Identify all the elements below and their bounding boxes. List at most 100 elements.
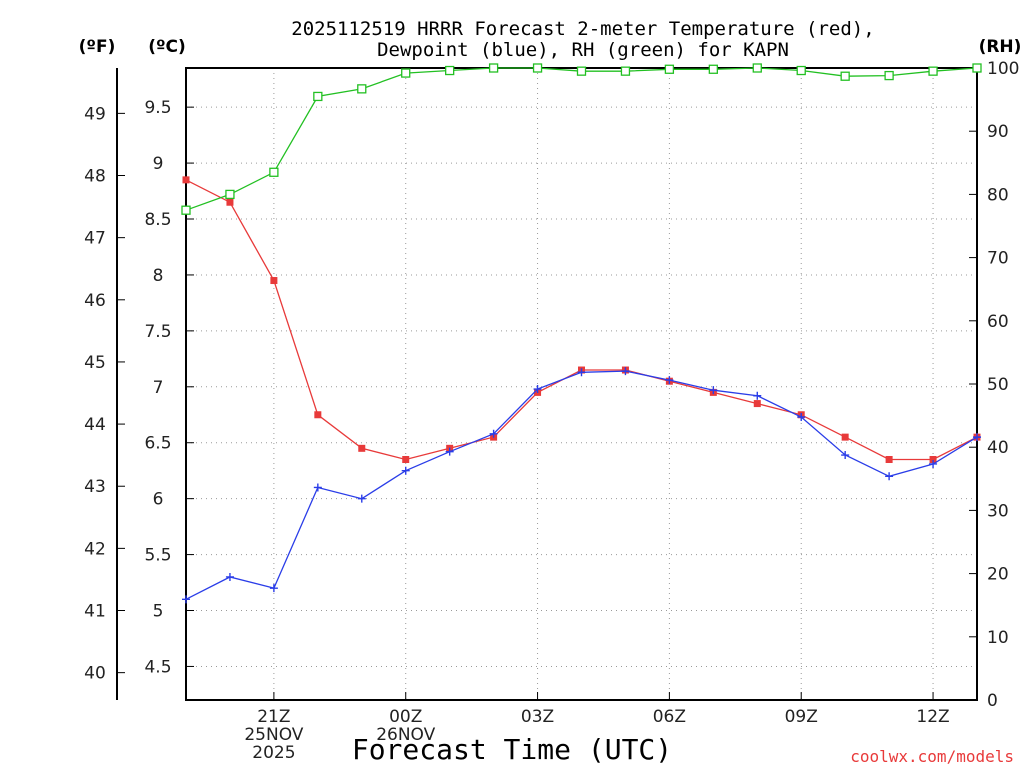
rh-tick-label: 60 (987, 312, 1009, 332)
dewpoint-point (753, 391, 762, 400)
x-tick-label: 09Z (785, 707, 818, 727)
fahrenheit-tick-label: 44 (84, 415, 106, 435)
temperature-point (226, 198, 234, 206)
rh-point (620, 66, 631, 76)
rh-point (708, 64, 718, 74)
dewpoint-point (182, 595, 190, 604)
dewpoint-point (841, 451, 850, 460)
rh-tick-label: 20 (987, 565, 1009, 585)
rh-tick-label: 90 (987, 122, 1009, 142)
rh-point (796, 65, 806, 76)
dewpoint-point (533, 385, 542, 394)
temperature-point (402, 456, 410, 464)
rh-tick-label: 70 (987, 249, 1009, 269)
rh-tick-label: 0 (987, 691, 998, 711)
fahrenheit-tick-label: 46 (84, 291, 106, 311)
grid-lines (186, 68, 977, 700)
chart-title-line-2: Dewpoint (blue), RH (green) for KAPN (377, 39, 789, 61)
dewpoint-point (577, 368, 586, 377)
credit-link[interactable]: coolwx.com/models (850, 747, 1014, 766)
temperature-point (753, 400, 761, 408)
x-tick-label: 06Z (653, 707, 686, 727)
dewpoint-point (797, 412, 806, 421)
rh-point (357, 84, 367, 94)
temperature-point (885, 456, 893, 464)
rh-tick-label: 100 (987, 59, 1019, 79)
fahrenheit-tick-label: 41 (84, 602, 106, 622)
rh-unit-label: (RH) (979, 37, 1022, 57)
celsius-tick-label: 8 (153, 266, 164, 286)
fahrenheit-tick-label: 48 (84, 167, 106, 187)
dewpoint-point (269, 584, 278, 593)
rh-point (664, 64, 675, 74)
celsius-tick-label: 4.5 (144, 657, 171, 677)
temperature-line (185, 179, 978, 461)
tick-labels: 4.5 5 5.5 6 6.5 7 7.5 8 8.5 9 9.5 40 41 42 43 44 45 46 47 4… (84, 59, 1019, 763)
dewpoint-point (445, 447, 454, 456)
dewpoint-point (357, 494, 366, 503)
temperature-point (358, 444, 366, 452)
dewpoint-point (929, 459, 938, 468)
x-tick-label: 00Z (389, 707, 422, 727)
celsius-tick-label: 9 (153, 154, 164, 174)
rh-point (313, 91, 323, 102)
celsius-tick-label: 5 (153, 602, 164, 622)
rh-tick-label: 10 (987, 628, 1009, 648)
x-tick-label: 25NOV (244, 725, 303, 745)
rh-point (576, 66, 587, 76)
rh-point (445, 65, 455, 76)
celsius-unit-label: (ºC) (148, 37, 186, 57)
fahrenheit-tick-label: 43 (84, 477, 106, 497)
x-tick-label: 2025 (252, 743, 295, 763)
series-dewpoint (182, 367, 981, 604)
data-series (181, 63, 982, 604)
rh-point (488, 63, 499, 73)
dewpoint-point (709, 386, 718, 395)
celsius-tick-label: 8.5 (144, 210, 171, 230)
dewpoint-line (185, 370, 978, 600)
dewpoint-point (225, 572, 234, 581)
x-axis-title: Forecast Time (UTC) (352, 733, 672, 766)
fahrenheit-unit-label: (ºF) (79, 37, 116, 57)
temperature-point (182, 176, 190, 184)
temperature-point (314, 411, 322, 419)
rh-point (928, 66, 938, 76)
rh-tick-label: 80 (987, 185, 1009, 205)
rh-point (840, 71, 850, 81)
x-tick-label: 12Z (916, 707, 949, 727)
rh-point (225, 189, 235, 200)
dewpoint-point (621, 367, 630, 376)
fahrenheit-tick-label: 40 (84, 664, 106, 684)
dewpoint-point (489, 429, 498, 438)
fahrenheit-tick-label: 45 (84, 353, 106, 373)
rh-point (972, 63, 982, 73)
rh-point (532, 63, 543, 73)
rh-tick-label: 40 (987, 438, 1009, 458)
dewpoint-point (665, 376, 674, 385)
rh-tick-label: 30 (987, 501, 1009, 521)
rh-point (181, 205, 191, 215)
x-tick-label: 21Z (257, 707, 290, 727)
celsius-tick-label: 7.5 (144, 322, 171, 342)
temperature-point (929, 456, 937, 464)
celsius-tick-label: 7 (153, 378, 164, 398)
series-rh (181, 63, 982, 215)
celsius-tick-label: 6.5 (144, 434, 171, 454)
dewpoint-point (401, 466, 410, 475)
temperature-point (841, 433, 849, 441)
rh-tick-label: 50 (987, 375, 1009, 395)
celsius-tick-label: 9.5 (144, 98, 171, 118)
rh-line (185, 67, 978, 211)
celsius-tick-label: 6 (153, 490, 164, 510)
rh-point (401, 68, 411, 78)
fahrenheit-tick-label: 47 (84, 229, 106, 249)
x-tick-label: 26NOV (376, 725, 435, 745)
fahrenheit-tick-label: 42 (84, 539, 106, 559)
rh-point (884, 70, 894, 81)
celsius-tick-label: 5.5 (144, 546, 171, 566)
rh-point (269, 167, 279, 177)
rh-point (752, 63, 762, 73)
x-tick-label: 03Z (521, 707, 554, 727)
chart-title-line-1: 2025112519 HRRR Forecast 2-meter Tempera… (291, 18, 874, 40)
